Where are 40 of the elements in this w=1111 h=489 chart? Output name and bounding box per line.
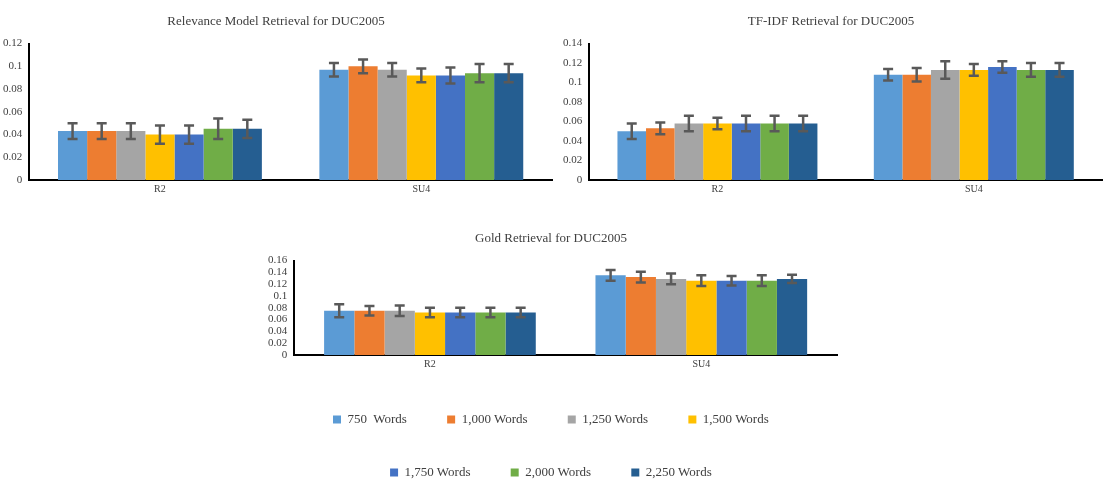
y-tick-label: 0 — [576, 172, 583, 185]
y-tick-label: 0.1 — [8, 59, 23, 72]
y-tick-label: 0.02 — [563, 153, 583, 166]
legend-label: 2,250 Words — [645, 463, 712, 479]
y-tick-label: 0.06 — [3, 104, 23, 117]
legend-label: 750 Words — [347, 410, 407, 426]
x-tick-label: SU4 — [692, 357, 711, 369]
x-tick-label: SU4 — [964, 182, 983, 194]
y-tick-label: 0.12 — [268, 277, 288, 290]
x-tick-label: R2 — [424, 357, 436, 369]
legend-label: 1,000 Words — [461, 410, 528, 426]
y-tick-label: 0.04 — [268, 324, 288, 337]
y-tick-label: 0.06 — [268, 312, 288, 325]
chart-title: Gold Retrieval for DUC2005 — [474, 230, 628, 246]
y-tick-label: 0.06 — [563, 114, 583, 127]
y-tick-label: 0.14 — [563, 36, 583, 49]
legend-label: 1,750 Words — [404, 463, 471, 479]
y-tick-label: 0 — [281, 347, 288, 360]
y-tick-label: 0.12 — [3, 36, 23, 49]
y-tick-label: 0.04 — [563, 133, 583, 146]
y-tick-label: 0.04 — [3, 127, 23, 140]
y-tick-label: 0.12 — [563, 55, 583, 68]
chart-title: Relevance Model Retrieval for DUC2005 — [167, 13, 385, 29]
y-tick-label: 0.08 — [563, 94, 583, 107]
legend-label: 2,000 Words — [525, 463, 592, 479]
chart-title: TF-IDF Retrieval for DUC2005 — [747, 13, 915, 29]
x-tick-label: R2 — [711, 182, 724, 194]
y-tick-label: 0.1 — [273, 288, 288, 301]
legend-label: 1,500 Words — [702, 410, 769, 426]
y-tick-label: 0.08 — [3, 81, 23, 94]
y-tick-label: 0 — [16, 172, 23, 185]
x-tick-label: R2 — [154, 182, 166, 194]
y-tick-label: 0.08 — [268, 300, 288, 313]
x-tick-label: SU4 — [412, 182, 431, 194]
y-tick-label: 0.16 — [268, 253, 288, 266]
y-tick-label: 0.02 — [268, 336, 288, 349]
y-tick-label: 0.1 — [568, 75, 583, 88]
y-tick-label: 0.14 — [268, 265, 288, 278]
y-tick-label: 0.02 — [3, 150, 23, 163]
legend-label: 1,250 Words — [582, 410, 649, 426]
